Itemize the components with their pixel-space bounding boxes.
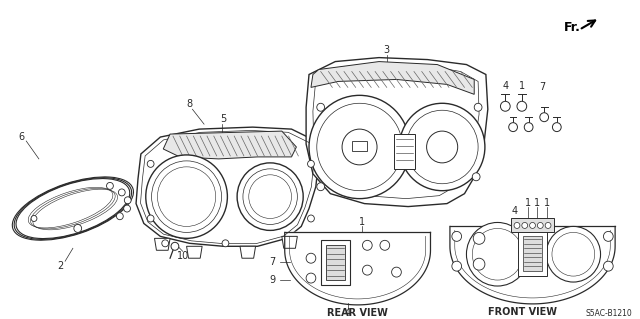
Circle shape [118, 189, 125, 196]
Text: 3: 3 [384, 45, 390, 55]
Circle shape [538, 222, 543, 228]
Text: 1: 1 [519, 81, 525, 92]
Circle shape [317, 103, 324, 111]
Text: FRONT VIEW: FRONT VIEW [488, 307, 557, 317]
Circle shape [473, 233, 485, 244]
Polygon shape [285, 233, 431, 305]
Text: 1: 1 [360, 218, 365, 227]
Bar [523, 236, 542, 271]
Text: 1: 1 [534, 197, 540, 208]
Ellipse shape [12, 177, 134, 240]
Circle shape [452, 261, 461, 271]
Polygon shape [450, 226, 615, 304]
Polygon shape [136, 127, 319, 246]
Bar [326, 245, 345, 280]
Circle shape [545, 222, 551, 228]
Circle shape [74, 225, 82, 233]
Text: REAR VIEW: REAR VIEW [327, 308, 388, 318]
Circle shape [106, 182, 113, 189]
Text: 4: 4 [512, 205, 518, 216]
Circle shape [306, 273, 316, 283]
Text: 1: 1 [544, 197, 550, 208]
Circle shape [552, 122, 561, 132]
Text: 2: 2 [57, 261, 63, 271]
Circle shape [452, 231, 461, 241]
Circle shape [342, 129, 377, 165]
Circle shape [517, 101, 527, 111]
Circle shape [524, 122, 533, 132]
Circle shape [380, 240, 390, 250]
Text: 7: 7 [539, 82, 545, 93]
Text: 7: 7 [269, 257, 275, 267]
Text: 10: 10 [177, 251, 189, 261]
Circle shape [147, 215, 154, 222]
Circle shape [427, 131, 458, 163]
Circle shape [124, 205, 131, 212]
Circle shape [309, 95, 410, 199]
Polygon shape [282, 236, 298, 248]
Circle shape [147, 160, 154, 167]
Circle shape [392, 267, 401, 277]
Circle shape [222, 240, 229, 247]
Polygon shape [154, 238, 170, 250]
Circle shape [171, 242, 179, 250]
Polygon shape [240, 246, 255, 258]
Circle shape [31, 216, 37, 221]
Circle shape [604, 261, 613, 271]
Circle shape [522, 222, 527, 228]
Circle shape [472, 173, 480, 181]
Circle shape [604, 231, 613, 241]
Circle shape [308, 215, 314, 222]
Circle shape [116, 213, 124, 220]
Polygon shape [163, 131, 296, 159]
Circle shape [362, 265, 372, 275]
Circle shape [362, 240, 372, 250]
Circle shape [467, 222, 529, 286]
Text: 5: 5 [220, 114, 227, 124]
Circle shape [399, 103, 485, 191]
Circle shape [514, 222, 520, 228]
Text: 6: 6 [19, 132, 24, 142]
Circle shape [540, 113, 548, 122]
Text: 8: 8 [186, 99, 193, 109]
Polygon shape [306, 58, 488, 207]
Polygon shape [187, 246, 202, 258]
Text: 4: 4 [345, 308, 351, 318]
Circle shape [546, 226, 600, 282]
Bar [518, 231, 547, 276]
Bar [321, 240, 350, 285]
Text: 4: 4 [502, 81, 508, 92]
Text: S5AC-B1210: S5AC-B1210 [586, 309, 633, 318]
Bar [394, 134, 415, 169]
Bar [352, 141, 367, 151]
Circle shape [509, 122, 518, 132]
Circle shape [530, 222, 536, 228]
Circle shape [306, 253, 316, 263]
Circle shape [500, 101, 510, 111]
Circle shape [146, 155, 227, 238]
Circle shape [473, 258, 485, 270]
Circle shape [308, 160, 314, 167]
Polygon shape [311, 62, 474, 94]
Circle shape [474, 103, 482, 111]
Circle shape [237, 163, 303, 230]
Text: 9: 9 [269, 275, 275, 285]
Text: 1: 1 [525, 197, 531, 208]
Bar [511, 219, 554, 233]
Circle shape [317, 183, 324, 191]
Circle shape [162, 240, 168, 247]
Text: Fr.: Fr. [564, 21, 581, 34]
Circle shape [124, 197, 131, 204]
